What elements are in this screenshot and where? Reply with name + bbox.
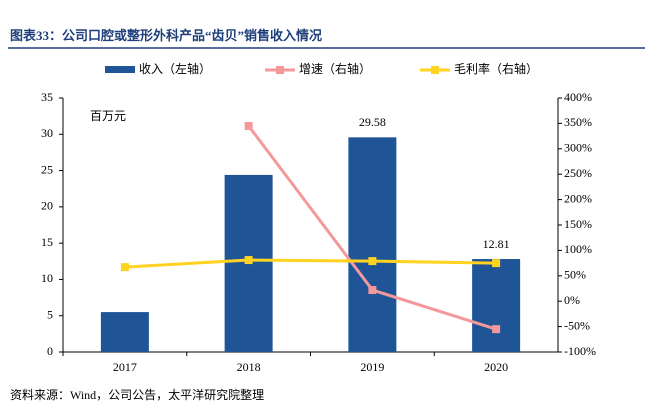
y2-tick-label: 350%: [564, 115, 592, 129]
legend-swatch: [276, 66, 284, 74]
y2-tick-label: 150%: [564, 217, 592, 231]
x-tick-label: 2017: [113, 360, 137, 374]
source-note: 资料来源：Wind，公司公告，太平洋研究院整理: [10, 387, 264, 402]
legend-swatch: [105, 66, 135, 73]
legend-label: 毛利率（右轴）: [454, 61, 538, 76]
y-tick-label: 30: [41, 126, 53, 140]
series-line: [124, 258, 497, 269]
bar: [472, 259, 521, 352]
line-marker: [244, 121, 253, 130]
y-tick-label: 0: [47, 344, 53, 358]
bar: [100, 312, 149, 352]
y-tick-label: 35: [41, 90, 53, 104]
line-marker: [368, 257, 377, 266]
y-tick-label: 20: [41, 199, 53, 213]
legend-swatch: [431, 66, 439, 74]
y2-tick-label: 300%: [564, 141, 592, 155]
y-tick-label: 15: [41, 235, 53, 249]
y2-tick-label: -50%: [564, 318, 590, 332]
line-marker: [492, 259, 501, 268]
y2-tick-label: 50%: [564, 268, 586, 282]
legend-label: 收入（左轴）: [139, 61, 211, 76]
y-tick-label: 25: [41, 162, 53, 176]
legend-label: 增速（右轴）: [299, 61, 371, 76]
line-marker: [492, 325, 501, 334]
y-axis-unit: 百万元: [90, 109, 126, 123]
y2-tick-label: 200%: [564, 191, 592, 205]
x-tick-label: 2019: [360, 360, 384, 374]
line-marker: [244, 256, 253, 265]
data-label: 12.81: [483, 237, 510, 251]
chart-title: 图表33：公司口腔或整形外科产品“齿贝”销售收入情况: [10, 28, 322, 43]
y2-tick-label: 100%: [564, 242, 592, 256]
data-label: 29.58: [359, 115, 386, 129]
y2-tick-label: 250%: [564, 166, 592, 180]
x-tick-label: 2018: [237, 360, 261, 374]
y-tick-label: 5: [47, 307, 53, 321]
line-marker: [368, 286, 377, 295]
y2-tick-label: 400%: [564, 90, 592, 104]
y2-tick-label: -100%: [564, 344, 596, 358]
line-marker: [120, 263, 129, 272]
x-tick-label: 2020: [484, 360, 508, 374]
y2-tick-label: 0%: [564, 293, 580, 307]
y-tick-label: 10: [41, 271, 53, 285]
bar: [348, 137, 397, 352]
